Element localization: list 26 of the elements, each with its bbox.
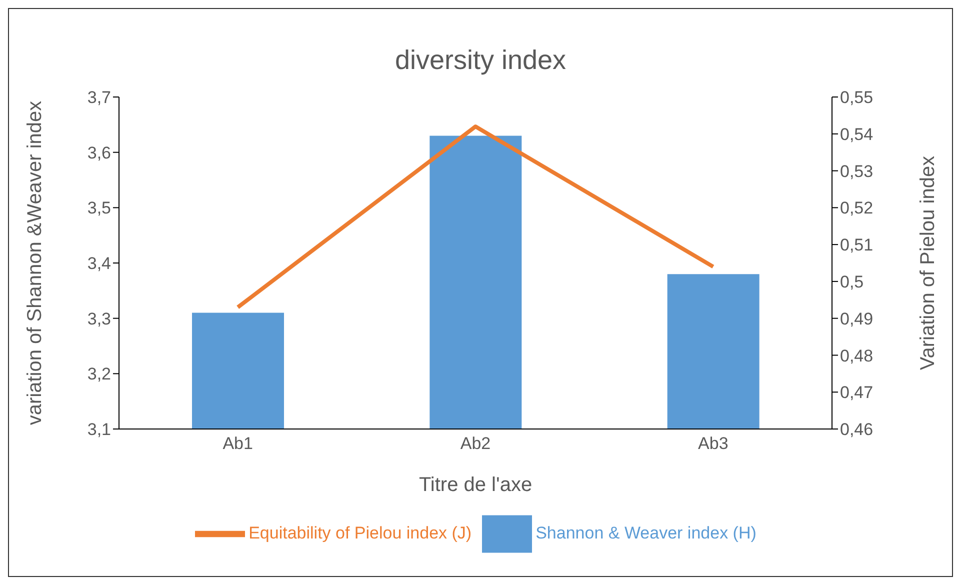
x-tick-label: Ab3 bbox=[698, 434, 728, 454]
y-tick-label: 3,5 bbox=[87, 198, 111, 218]
y2-tick-label: 0,51 bbox=[840, 236, 874, 255]
x-axis-title: Titre de l'axe bbox=[418, 474, 532, 496]
y2-tick-label: 0,54 bbox=[840, 124, 874, 144]
y2-tick-label: 0,46 bbox=[840, 420, 874, 440]
legend-label: Equitability of Pielou index (J) bbox=[248, 523, 472, 542]
y2-tick-label: 0,47 bbox=[840, 383, 874, 402]
y-tick-label: 3,6 bbox=[87, 143, 111, 162]
y-tick-label: 3,2 bbox=[87, 364, 111, 384]
legend-label: Shannon & Weaver index (H) bbox=[536, 523, 756, 542]
y-tick-label: 3,3 bbox=[87, 309, 111, 328]
y-tick-label: 3,1 bbox=[87, 420, 111, 440]
y2-tick-label: 0,5 bbox=[840, 272, 864, 292]
x-tick-label: Ab2 bbox=[460, 434, 491, 454]
y2-tick-label: 0,48 bbox=[840, 346, 874, 366]
y-tick-label: 3,4 bbox=[87, 254, 111, 274]
y2-axis-title: Variation of Pielou index bbox=[917, 156, 940, 370]
y-axis-title: variation of Shannon &Weaver index bbox=[24, 100, 46, 426]
y2-tick-label: 0,52 bbox=[840, 198, 874, 218]
y2-tick-label: 0,53 bbox=[840, 162, 874, 181]
y2-tick-label: 0,49 bbox=[840, 309, 874, 328]
x-tick-label: Ab1 bbox=[222, 434, 253, 454]
y-tick-label: 3,7 bbox=[87, 88, 111, 108]
chart-title: diversity index bbox=[394, 44, 568, 77]
y2-tick-label: 0,55 bbox=[840, 88, 874, 108]
